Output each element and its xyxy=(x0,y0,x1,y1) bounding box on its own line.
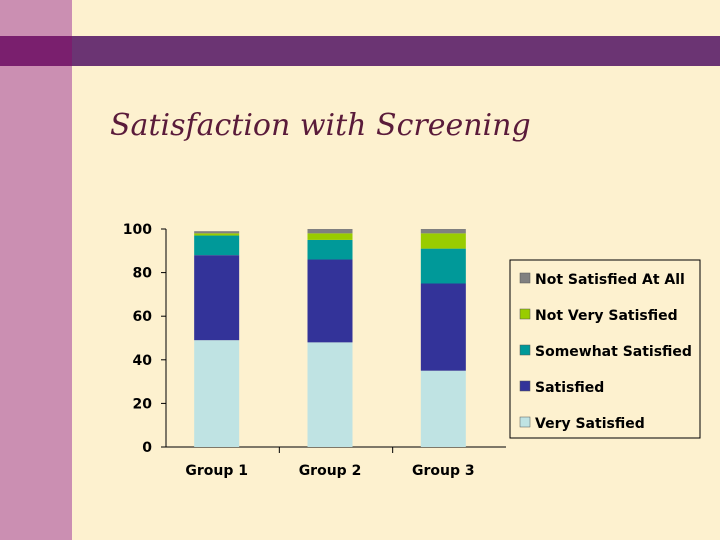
legend-swatch-not-satisfied-at-all xyxy=(519,272,531,284)
bar-segment-satisfied xyxy=(307,259,353,343)
bar-segment-somewhat-satisfied xyxy=(420,248,466,284)
chart-axes: 0 20 40 60 80 100 Group 1 Group 2 Group 3 xyxy=(123,222,506,479)
bar-segment-not-satisfied-at-all xyxy=(194,231,240,234)
x-tick-label: Group 3 xyxy=(412,463,475,479)
bar-segment-very-satisfied xyxy=(194,340,240,447)
legend-swatch-satisfied xyxy=(519,380,531,392)
legend-label-very-satisfied: Very Satisfied xyxy=(535,416,645,432)
bar-segment-not-very-satisfied xyxy=(420,233,466,249)
x-tick-label: Group 1 xyxy=(185,463,248,479)
top-accent-corner xyxy=(0,36,72,66)
legend-swatch-not-very-satisfied xyxy=(519,308,531,320)
legend-swatch-very-satisfied xyxy=(519,416,531,428)
legend-label-satisfied: Satisfied xyxy=(535,380,604,396)
y-tick-label: 100 xyxy=(123,222,152,238)
y-tick-label: 20 xyxy=(133,396,153,412)
x-tick-label: Group 2 xyxy=(299,463,362,479)
bar-segment-not-very-satisfied xyxy=(307,233,353,240)
y-tick-label: 40 xyxy=(133,353,153,369)
bar-segment-satisfied xyxy=(420,283,466,371)
chart-legend: Not Satisfied At All Not Very Satisfied So… xyxy=(509,259,701,439)
chart-bars xyxy=(194,229,466,447)
bar-segment-not-satisfied-at-all xyxy=(307,229,353,234)
legend-label-somewhat-satisfied: Somewhat Satisfied xyxy=(535,344,692,360)
bar-segment-somewhat-satisfied xyxy=(194,235,240,256)
y-tick-label: 0 xyxy=(142,440,152,456)
bar-segment-very-satisfied xyxy=(420,370,466,447)
bar-segment-not-satisfied-at-all xyxy=(420,229,466,234)
bar-segment-somewhat-satisfied xyxy=(307,239,353,260)
slide-title: Satisfaction with Screening xyxy=(110,108,531,143)
y-tick-label: 80 xyxy=(133,266,153,282)
bar-segment-not-very-satisfied xyxy=(194,233,240,236)
stacked-bar-chart: 0 20 40 60 80 100 Group 1 Group 2 Group 3 Not Sa… xyxy=(123,222,701,479)
legend-label-not-very-satisfied: Not Very Satisfied xyxy=(535,308,678,324)
legend-label-not-satisfied-at-all: Not Satisfied At All xyxy=(535,272,685,288)
y-tick-label: 60 xyxy=(133,309,153,325)
bar-segment-very-satisfied xyxy=(307,342,353,447)
bar-segment-satisfied xyxy=(194,255,240,341)
top-accent-band xyxy=(0,36,720,66)
left-accent-bar xyxy=(0,0,72,540)
legend-box xyxy=(509,259,701,439)
legend-swatch-somewhat-satisfied xyxy=(519,344,531,356)
